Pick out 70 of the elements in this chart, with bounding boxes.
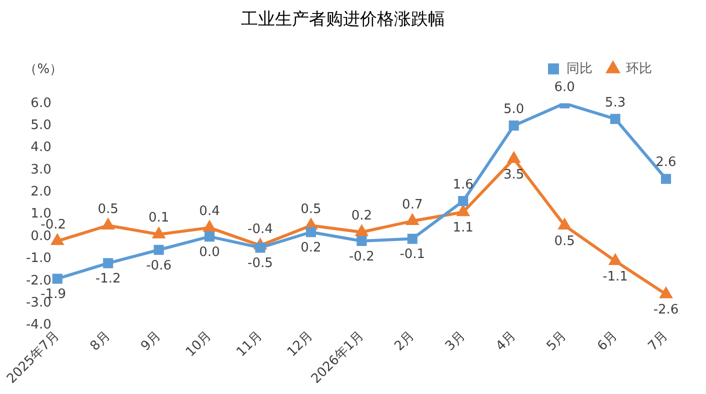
point [660, 174, 672, 184]
x-tick-label: 10月 [183, 328, 215, 360]
data-label: -0.5 [248, 256, 273, 272]
data-label: 0.0 [199, 244, 220, 260]
point [558, 218, 570, 230]
legend-label: 同比 [566, 61, 592, 76]
data-label: 6.0 [554, 80, 575, 95]
data-label: 3.5 [504, 167, 524, 182]
point [154, 244, 164, 255]
data-label: 0.5 [554, 234, 575, 249]
x-tick-label: 4月 [493, 328, 520, 354]
x-tick-label: 7月 [646, 328, 672, 354]
y-tick-label: -4.0 [26, 318, 52, 333]
data-label: -0.2 [348, 249, 374, 264]
data-label: 0.2 [351, 208, 372, 224]
point [204, 221, 216, 232]
data-label: 0.5 [98, 202, 118, 217]
y-tick-label: -1.0 [26, 251, 52, 266]
x-tick-label: 2月 [392, 328, 418, 354]
point [356, 226, 368, 236]
y-axis-title: （%） [24, 62, 63, 77]
point [609, 254, 622, 265]
x-tick-label: 5月 [544, 328, 570, 354]
x-tick-label: 12月 [284, 328, 316, 360]
point [103, 258, 114, 268]
x-tick-label: 8月 [88, 328, 114, 354]
data-label: 0.4 [199, 204, 220, 220]
y-tick-label: 0.0 [30, 228, 52, 244]
point [457, 206, 469, 216]
point [102, 218, 114, 230]
data-label: 0.5 [300, 202, 322, 217]
point [52, 274, 62, 284]
x-tick-label: 9月 [138, 328, 164, 354]
point [508, 152, 520, 163]
chart-title: 工业生产者购进价格涨跌幅 [241, 10, 445, 30]
point [610, 114, 620, 124]
y-tick-label: 2.0 [30, 184, 52, 200]
x-tick-label: 6月 [594, 328, 620, 354]
data-label: 5.3 [604, 95, 626, 110]
data-label: -1.1 [602, 269, 628, 284]
point [52, 234, 64, 246]
x-tick-label: 11月 [234, 328, 266, 360]
legend-label: 环比 [626, 61, 652, 76]
y-tick-label: 5.0 [30, 118, 52, 133]
y-tick-label: 4.0 [30, 140, 52, 156]
data-label: -1.2 [95, 272, 121, 287]
data-label: 1.6 [452, 177, 474, 192]
data-label: 0.2 [300, 240, 322, 256]
point [306, 227, 316, 238]
data-label: 0.1 [148, 210, 170, 226]
y-tick-label: 3.0 [30, 162, 52, 178]
point [407, 234, 418, 244]
y-tick-label: -2.0 [26, 273, 52, 288]
data-label: 5.0 [504, 102, 524, 117]
data-label: -0.4 [248, 222, 273, 237]
data-label: 0.7 [402, 197, 423, 212]
data-label: 1.1 [452, 220, 474, 236]
point [152, 228, 165, 238]
data-label: -0.1 [400, 247, 426, 262]
point [458, 196, 468, 206]
point [204, 232, 215, 242]
point [660, 288, 672, 298]
point [356, 236, 367, 246]
y-tick-label: 6.0 [30, 96, 52, 111]
data-label: -0.6 [146, 258, 172, 274]
data-label: 2.6 [656, 155, 676, 170]
data-label: -2.6 [653, 302, 679, 318]
x-tick-label: 3月 [442, 328, 468, 354]
point [406, 214, 418, 226]
point [508, 120, 519, 131]
